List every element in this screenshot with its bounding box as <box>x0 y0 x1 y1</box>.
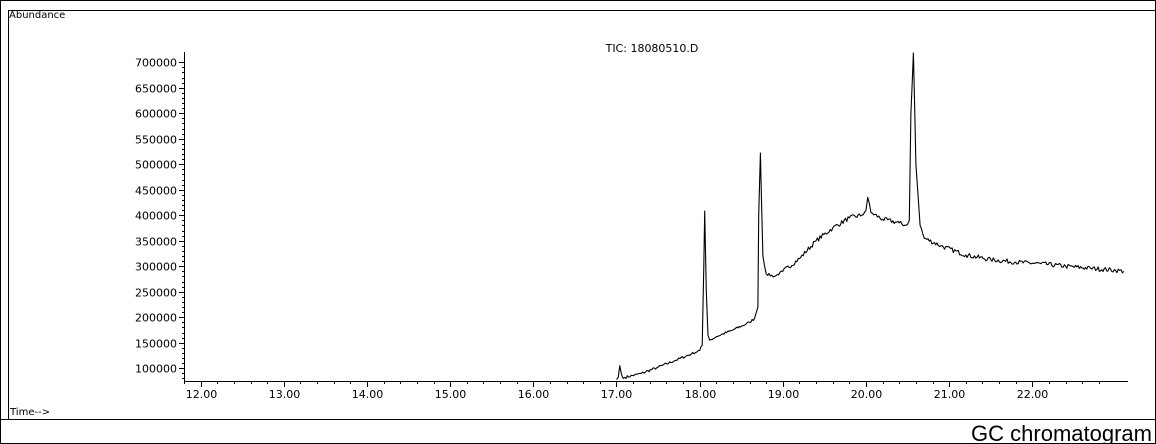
x-tick-label: 21.00 <box>934 388 966 401</box>
x-axis-label: Time--> <box>9 407 50 418</box>
y-ticks: 100000 150000 200000 250000 300000 350000 4000… <box>135 57 184 379</box>
y-tick-label: 100000 <box>135 363 177 376</box>
x-tick-label: 17.00 <box>601 388 633 401</box>
y-tick-label: 600000 <box>135 108 177 121</box>
y-tick-label: 650000 <box>135 83 177 96</box>
x-tick-label: 22.00 <box>1017 388 1049 401</box>
tic-trace-line <box>616 52 1125 380</box>
x-tick-label: 14.00 <box>352 388 384 401</box>
y-tick-label: 300000 <box>135 261 177 274</box>
y-tick-label: 700000 <box>135 57 177 70</box>
y-axis-label: Abundance <box>9 10 65 21</box>
x-tick-label: 18.00 <box>685 388 717 401</box>
x-tick-label: 13.00 <box>269 388 301 401</box>
x-tick-label: 20.00 <box>851 388 883 401</box>
plot-series <box>616 52 1125 380</box>
y-tick-label: 500000 <box>135 159 177 172</box>
y-tick-label: 150000 <box>135 338 177 351</box>
x-ticks: 12.00 13.00 14.00 15.00 16.00 17.00 18.00 19.00… <box>184 381 1100 401</box>
y-tick-label: 450000 <box>135 185 177 198</box>
x-tick-label: 15.00 <box>435 388 467 401</box>
x-tick-label: 19.00 <box>768 388 800 401</box>
y-tick-label: 200000 <box>135 312 177 325</box>
caption-text: GC chromatogram <box>971 421 1152 444</box>
y-tick-label: 350000 <box>135 236 177 249</box>
y-tick-label: 550000 <box>135 134 177 147</box>
x-tick-label: 16.00 <box>518 388 550 401</box>
x-tick-label: 12.00 <box>186 388 218 401</box>
y-tick-label: 400000 <box>135 210 177 223</box>
chart-title: TIC: 18080510.D <box>605 42 699 55</box>
y-tick-label: 250000 <box>135 287 177 300</box>
